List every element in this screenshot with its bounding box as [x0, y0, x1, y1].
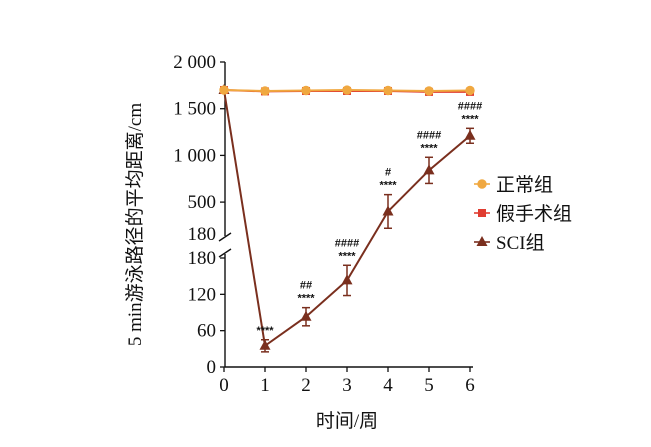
y-tick-label: 500: [188, 192, 217, 213]
data-point: [424, 86, 434, 96]
y-axis-title: 5 min游泳路径的平均距离/cm: [124, 103, 146, 347]
y-tick-label: 0: [207, 357, 217, 378]
series-2: [218, 84, 476, 353]
y-tick-label: 180: [188, 224, 217, 245]
y-tick-label: 120: [188, 284, 217, 305]
significance-label: #: [385, 167, 391, 179]
y-tick-label: 60: [197, 321, 216, 342]
significance-label: ****: [379, 180, 397, 192]
data-point: [465, 85, 475, 96]
legend-item: 假手术组: [474, 203, 572, 225]
significance-label: ****: [338, 250, 356, 262]
y-tick-label: 2 000: [173, 52, 216, 73]
x-tick-label: 3: [342, 375, 352, 396]
y-tick-label: 1 500: [173, 99, 216, 120]
data-point: [342, 85, 352, 95]
legend-label: 假手术组: [496, 203, 572, 225]
series-layer: [218, 84, 476, 353]
data-point: [259, 339, 271, 350]
x-tick-label: 2: [301, 375, 311, 396]
legend-marker: [476, 236, 488, 246]
significance-label: ****: [420, 142, 438, 154]
y-tick-label: 180: [188, 248, 217, 269]
x-axis-title: 时间/周: [316, 410, 378, 432]
legend-item: 正常组: [474, 174, 553, 196]
significance-label: ####: [458, 100, 482, 112]
significance-label: ##: [300, 280, 312, 292]
significance-label: ****: [256, 325, 274, 337]
data-point: [341, 274, 353, 285]
legend-label: 正常组: [496, 174, 553, 196]
data-point: [464, 129, 476, 140]
legend-marker: [477, 179, 487, 189]
legend-marker: [478, 209, 486, 217]
axis-break-mark: [218, 248, 232, 258]
data-point: [260, 86, 270, 96]
significance-label: ####: [335, 237, 359, 249]
significance-label: ****: [297, 293, 315, 305]
x-tick-label: 1: [260, 375, 270, 396]
data-point: [383, 85, 393, 96]
significance-label: ####: [417, 129, 441, 141]
axis-break-mark: [218, 232, 232, 242]
significance-label: ****: [461, 113, 479, 125]
y-tick-label: 1 000: [173, 145, 216, 166]
data-point: [219, 85, 229, 95]
annotations: ****##****####****#****####****####****: [256, 100, 482, 336]
x-tick-label: 4: [383, 375, 393, 396]
legend-label: SCI组: [496, 232, 545, 254]
legend-item: SCI组: [474, 232, 545, 254]
axes: 500 1 000 1 500 2 000 180 0 60 120 180 0 1 2 3 4 5 6 时间/…: [124, 52, 475, 432]
data-point: [423, 164, 435, 175]
data-point: [300, 310, 312, 321]
data-point: [382, 205, 394, 216]
x-tick-label: 0: [219, 375, 229, 396]
x-tick-label: 5: [424, 375, 434, 396]
series-0: [219, 85, 475, 96]
x-tick-label: 6: [465, 375, 475, 396]
data-point: [301, 85, 311, 96]
